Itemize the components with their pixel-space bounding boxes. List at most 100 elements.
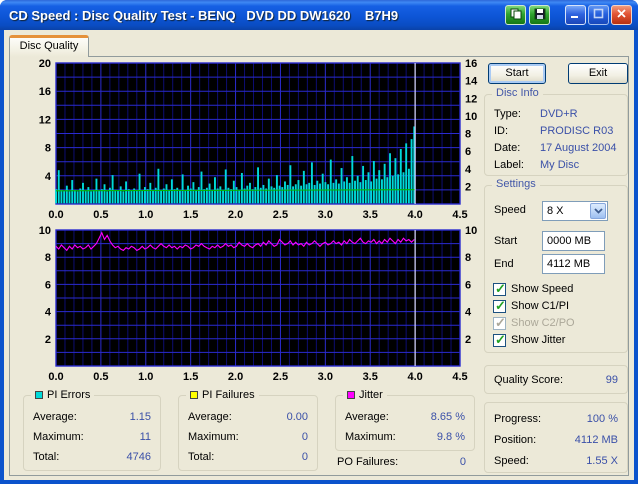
end-position-input[interactable]: 4112 MB	[542, 254, 605, 274]
svg-text:4: 4	[45, 171, 52, 183]
checkbox-show-c1pi[interactable]: Show C1/PI	[493, 298, 569, 314]
close-icon	[616, 8, 627, 22]
svg-text:14: 14	[465, 76, 478, 88]
svg-text:2: 2	[465, 334, 471, 346]
svg-text:3.0: 3.0	[318, 209, 333, 221]
maximize-button[interactable]	[588, 5, 609, 25]
window-title: CD Speed : Disc Quality Test - BENQ DVD …	[9, 7, 399, 23]
svg-text:6: 6	[465, 279, 471, 291]
disc-date-value: 17 August 2004	[540, 141, 617, 154]
pi-errors-legend: PI Errors	[31, 389, 95, 401]
quality-score-label: Quality Score:	[494, 373, 564, 386]
pi-errors-swatch-icon	[35, 391, 43, 399]
speed-value: 8 X	[547, 205, 564, 217]
svg-text:1.5: 1.5	[183, 209, 198, 221]
position-row: Position: 4112 MB	[494, 433, 618, 446]
disc-id-value: PRODISC R03	[540, 124, 614, 137]
disc-type-value: DVD+R	[540, 107, 578, 120]
tab-disc-quality[interactable]: Disc Quality	[9, 35, 89, 57]
copy-icon	[510, 8, 522, 23]
pi-failures-maximum: 0	[301, 431, 308, 443]
svg-text:0.5: 0.5	[93, 209, 108, 221]
disc-id-row: ID: PRODISC R03	[494, 124, 614, 137]
svg-text:4.5: 4.5	[452, 209, 467, 221]
svg-text:1.5: 1.5	[183, 371, 198, 383]
start-position-label: Start	[494, 235, 518, 247]
svg-text:4.5: 4.5	[452, 371, 467, 383]
disc-quality-page: 4 8 12 16 20 2 4 6 8 10 12 14 16 0.0 0.5 1.0 1.5 2.0 2.5 3.…	[9, 56, 629, 476]
svg-text:3.5: 3.5	[363, 371, 378, 383]
svg-text:4.0: 4.0	[407, 209, 422, 221]
svg-text:4.0: 4.0	[407, 371, 422, 383]
progress-row: Progress: 100 %	[494, 412, 618, 425]
save-icon	[534, 8, 546, 23]
svg-text:16: 16	[39, 86, 51, 98]
exit-button[interactable]: Exit	[568, 63, 628, 84]
svg-text:8: 8	[465, 129, 471, 141]
pi-failures-total: 0	[301, 451, 308, 463]
checkbox-icon	[493, 332, 506, 348]
start-button[interactable]: Start	[488, 63, 546, 84]
svg-text:3.5: 3.5	[363, 209, 378, 221]
checkbox-show-jitter[interactable]: Show Jitter	[493, 332, 565, 348]
svg-text:4: 4	[465, 307, 472, 319]
svg-text:2.0: 2.0	[228, 209, 243, 221]
start-position-input[interactable]: 0000 MB	[542, 231, 605, 251]
svg-text:0.0: 0.0	[48, 209, 63, 221]
svg-text:2: 2	[45, 334, 51, 346]
po-failures-value: 0	[459, 456, 466, 468]
svg-text:1.0: 1.0	[138, 209, 153, 221]
pi-errors-chart: 4 8 12 16 20 2 4 6 8 10 12 14 16 0.0 0.5 1.0 1.5 2.0 2.5 3.…	[20, 58, 482, 226]
minimize-button[interactable]	[565, 5, 586, 25]
jitter-legend: Jitter	[343, 389, 387, 401]
svg-text:6: 6	[45, 279, 51, 291]
quality-score-value: 99	[605, 373, 618, 386]
copy-button[interactable]	[505, 5, 526, 25]
minimize-icon	[570, 8, 581, 22]
jitter-average: 8.65 %	[430, 411, 465, 423]
position-value: 4112 MB	[574, 433, 618, 446]
checkbox-icon	[493, 298, 506, 314]
progress-group: Progress: 100 % Position: 4112 MB Speed:…	[484, 402, 628, 473]
pi-errors-average: 1.15	[129, 411, 151, 423]
jitter-maximum: 9.8 %	[436, 431, 465, 443]
pi-errors-total: 4746	[126, 451, 151, 463]
checkbox-icon	[493, 315, 506, 331]
svg-text:2: 2	[465, 181, 471, 193]
progress-value: 100 %	[586, 412, 618, 425]
disc-label-row: Label: My Disc	[494, 158, 580, 171]
disc-type-row: Type: DVD+R	[494, 107, 578, 120]
svg-text:0.0: 0.0	[48, 371, 63, 383]
save-button[interactable]	[529, 5, 550, 25]
svg-text:3.0: 3.0	[318, 371, 333, 383]
close-button[interactable]	[611, 5, 632, 25]
svg-text:8: 8	[45, 252, 51, 264]
maximize-icon	[593, 8, 604, 22]
pi-errors-stats: PI Errors Average: 1.15 Maximum: 11 Total:…	[23, 389, 161, 471]
jitter-chart: 2 4 6 8 10 2 4 6 8 10 0.0 0.5 1.0 1.5 2.0 2.5 3.0 3.5 4.0 4…	[20, 225, 482, 386]
disc-info-group: Disc Info Type: DVD+R ID: PRODISC R03 Da…	[484, 87, 628, 176]
checkbox-show-c2po[interactable]: Show C2/PO	[493, 315, 575, 331]
jitter-stats: Jitter Average: 8.65 % Maximum: 9.8 %	[335, 389, 475, 451]
svg-text:0.5: 0.5	[93, 371, 108, 383]
pi-errors-maximum: 11	[139, 431, 151, 443]
svg-text:2.5: 2.5	[273, 209, 288, 221]
svg-text:4: 4	[45, 307, 52, 319]
svg-text:20: 20	[39, 59, 51, 70]
svg-text:10: 10	[465, 225, 477, 237]
title-bar[interactable]: CD Speed : Disc Quality Test - BENQ DVD …	[0, 0, 638, 30]
svg-text:8: 8	[45, 143, 51, 155]
checkbox-icon	[493, 281, 506, 297]
settings-group: Settings Speed 8 X Start 0000 MB End 411…	[484, 178, 628, 353]
svg-text:2.5: 2.5	[273, 371, 288, 383]
svg-text:16: 16	[465, 59, 477, 70]
pi-failures-stats: PI Failures Average: 0.00 Maximum: 0 Total…	[178, 389, 318, 471]
speed-row: Speed: 1.55 X	[494, 454, 618, 467]
checkbox-show-speed[interactable]: Show Speed	[493, 281, 573, 297]
speed-select[interactable]: 8 X	[542, 201, 608, 221]
jitter-swatch-icon	[347, 391, 355, 399]
window-content: Disc Quality 4 8 12 16 20 2 4 6 8 10 12 14 16 0.0 0.5 1…	[4, 30, 634, 480]
svg-text:10: 10	[465, 111, 477, 123]
speed-label: Speed	[494, 204, 526, 216]
